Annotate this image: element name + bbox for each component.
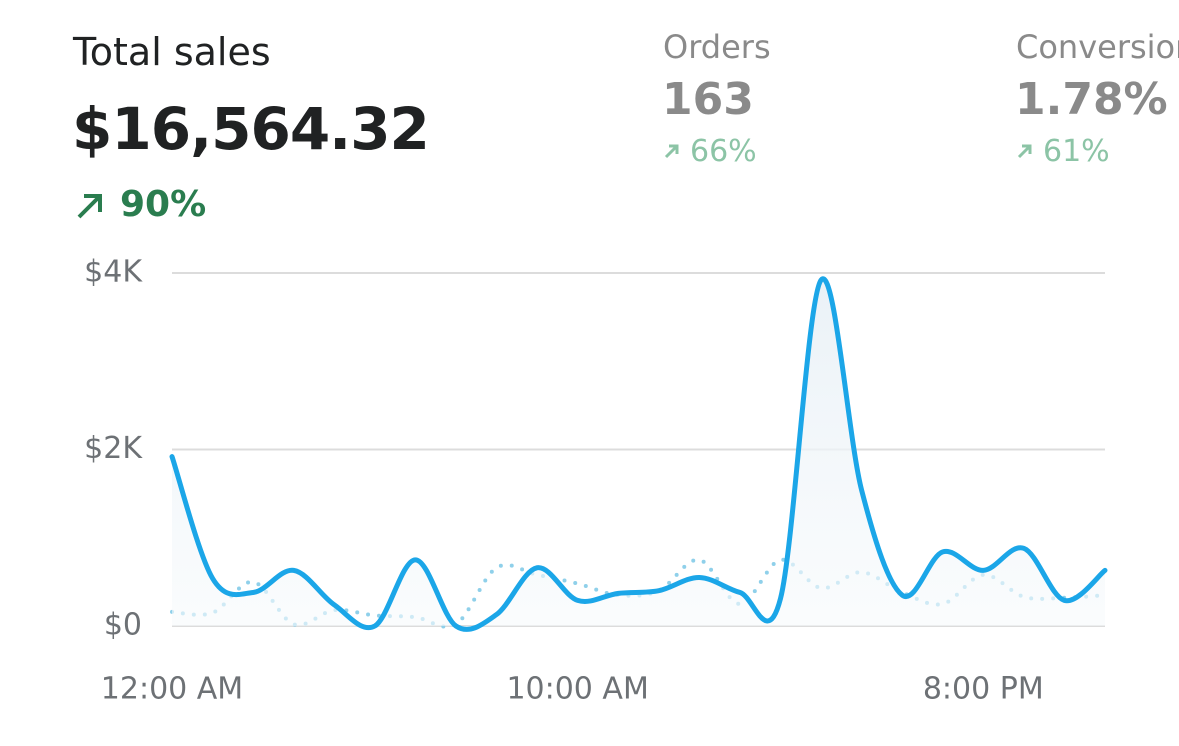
y-tick-label: $0 [104,608,142,643]
total-change: 90% [120,184,207,225]
metric-label: Conversion rate [1016,28,1179,66]
title: Total sales [73,30,271,74]
line [169,276,1108,632]
x-tick-label: 12:00 AM [101,672,243,707]
x-tick-label: 8:00 PM [923,672,1044,707]
total-value: $16,564.32 [72,95,430,163]
metric-change: 66% [690,134,757,169]
metric-change: 61% [1043,134,1110,169]
up-arrow-icon [77,194,102,219]
y-tick-label: $2K [84,431,143,466]
x-tick-label: 10:00 AM [506,672,648,707]
up-arrow-icon [1017,144,1032,159]
metric-label: Orders [663,28,771,66]
area [172,278,1105,630]
up-arrow-icon [664,144,679,159]
metric-value: 163 [662,74,754,125]
metric-value: 1.78% [1015,74,1168,125]
y-tick-label: $4K [84,255,143,290]
